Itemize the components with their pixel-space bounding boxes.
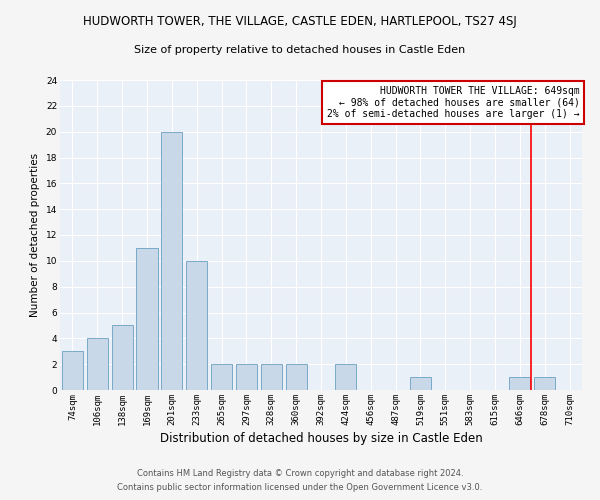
Bar — [62, 351, 83, 390]
Bar — [286, 364, 307, 390]
Bar — [186, 261, 207, 390]
Text: Size of property relative to detached houses in Castle Eden: Size of property relative to detached ho… — [134, 45, 466, 55]
Bar — [112, 326, 133, 390]
Bar — [335, 364, 356, 390]
Bar — [509, 377, 530, 390]
Bar — [261, 364, 282, 390]
Bar — [161, 132, 182, 390]
Y-axis label: Number of detached properties: Number of detached properties — [30, 153, 40, 317]
Bar — [136, 248, 158, 390]
Bar — [211, 364, 232, 390]
Bar — [534, 377, 555, 390]
Text: HUDWORTH TOWER THE VILLAGE: 649sqm
← 98% of detached houses are smaller (64)
2% : HUDWORTH TOWER THE VILLAGE: 649sqm ← 98%… — [327, 86, 580, 120]
Bar — [87, 338, 108, 390]
Bar — [410, 377, 431, 390]
Text: HUDWORTH TOWER, THE VILLAGE, CASTLE EDEN, HARTLEPOOL, TS27 4SJ: HUDWORTH TOWER, THE VILLAGE, CASTLE EDEN… — [83, 15, 517, 28]
X-axis label: Distribution of detached houses by size in Castle Eden: Distribution of detached houses by size … — [160, 432, 482, 445]
Text: Contains HM Land Registry data © Crown copyright and database right 2024.: Contains HM Land Registry data © Crown c… — [137, 468, 463, 477]
Bar — [236, 364, 257, 390]
Text: Contains public sector information licensed under the Open Government Licence v3: Contains public sector information licen… — [118, 484, 482, 492]
